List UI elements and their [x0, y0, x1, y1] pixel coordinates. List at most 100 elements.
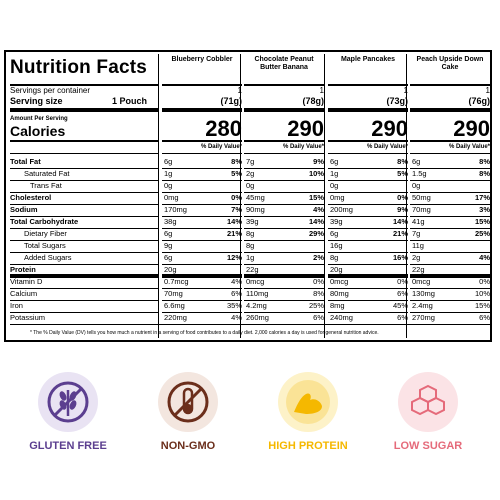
badge-circle	[398, 372, 458, 432]
divider	[244, 140, 324, 142]
badge-circle	[158, 372, 218, 432]
nutrient-amount: 7g	[246, 157, 255, 166]
row-divider	[244, 204, 324, 205]
row-divider	[244, 264, 324, 265]
nutrient-daily-value: 6%	[397, 313, 408, 322]
nutrient-label: Total Carbohydrate	[10, 217, 79, 226]
nutrient-label: Potassium	[10, 313, 46, 322]
wheat-crossed-icon	[42, 376, 94, 428]
product-servings: 1	[328, 87, 408, 95]
panel-title: Nutrition Facts	[10, 57, 148, 78]
divider	[328, 108, 408, 112]
nutrient-daily-value: 0%	[231, 193, 242, 202]
row-divider	[162, 300, 242, 301]
footnote: * The % Daily Value (DV) tells you how m…	[30, 330, 379, 336]
row-divider	[10, 312, 158, 313]
nutrient-daily-value: 0%	[397, 277, 408, 286]
servings-label: Servings per container	[10, 86, 91, 95]
product-servings: 1	[485, 86, 490, 95]
product-name: Peach Upside Down Cake	[416, 56, 484, 71]
nutrient-amount: 16g	[330, 241, 343, 250]
product-servings: 1	[319, 86, 324, 95]
nutrient-daily-value: 21%	[226, 229, 242, 238]
nutrient-amount: 38g	[164, 217, 177, 226]
row-divider	[410, 168, 490, 169]
nutrient-amount: 2g	[412, 253, 421, 262]
divider	[10, 108, 158, 112]
nutrient-amount: 0mg	[330, 193, 345, 202]
nutrient-amount: 0mg	[164, 193, 179, 202]
row-divider	[328, 204, 408, 205]
nutrient-daily-value: 25%	[308, 301, 324, 310]
row-divider	[328, 228, 408, 229]
row-divider	[410, 204, 490, 205]
divider	[162, 140, 242, 142]
daily-value-header: % Daily Value*	[366, 144, 408, 150]
row-divider	[328, 312, 408, 313]
nutrient-amount: 0g	[164, 181, 173, 190]
nutrient-daily-value: 29%	[308, 229, 324, 238]
divider	[328, 153, 408, 154]
column-divider	[406, 54, 407, 338]
row-divider	[244, 274, 324, 278]
serving-size-label: Serving size	[10, 96, 63, 106]
product-serving-size: (71g)	[220, 96, 242, 106]
nutrient-label: Total Sugars	[24, 241, 66, 250]
nutrient-amount: 8mg	[330, 301, 345, 310]
nutrient-amount: 39g	[246, 217, 259, 226]
row-divider	[244, 252, 324, 253]
nutrient-amount: 6g	[164, 229, 173, 238]
badge-label: HIGH PROTEIN	[268, 440, 348, 452]
row-divider	[162, 312, 242, 313]
nutrient-daily-value: 8%	[231, 157, 242, 166]
nutrient-daily-value: 15%	[474, 301, 490, 310]
product-serving-size: (73g)	[386, 96, 408, 106]
row-divider	[328, 168, 408, 169]
nutrient-daily-value: 10%	[308, 169, 324, 178]
row-divider	[410, 180, 490, 181]
nutrient-daily-value: 14%	[392, 217, 408, 226]
divider	[410, 84, 490, 86]
row-divider	[410, 240, 490, 241]
row-divider	[328, 180, 408, 181]
nutrient-amount: 130mg	[412, 289, 435, 298]
nutrient-amount: 7g	[412, 229, 421, 238]
row-divider	[244, 180, 324, 181]
row-divider	[162, 252, 242, 253]
divider	[10, 153, 158, 154]
product-calories: 290	[371, 116, 408, 141]
nutrient-amount: 220mg	[164, 313, 187, 322]
row-divider	[162, 240, 242, 241]
row-divider	[410, 228, 490, 229]
row-divider	[10, 252, 158, 253]
row-divider	[162, 274, 242, 278]
nutrient-amount: 240mg	[330, 313, 353, 322]
row-divider	[328, 216, 408, 217]
test-tube-crossed-icon	[162, 376, 214, 428]
row-divider	[10, 264, 158, 265]
divider	[162, 108, 242, 112]
nutrient-amount: 9g	[164, 241, 173, 250]
product-name: Blueberry Cobbler	[171, 56, 233, 63]
nutrient-daily-value: 4%	[231, 277, 242, 286]
row-divider	[328, 192, 408, 193]
row-divider	[162, 168, 242, 169]
product-name: Maple Pancakes	[340, 56, 396, 63]
product-calories: 290	[287, 116, 324, 141]
nutrient-amount: 70mg	[164, 289, 183, 298]
nutrient-daily-value: 10%	[474, 289, 490, 298]
row-divider	[162, 228, 242, 229]
nutrient-daily-value: 17%	[474, 193, 490, 202]
product-servings: 1	[162, 87, 242, 95]
nutrient-label: Saturated Fat	[24, 169, 70, 178]
nutrient-amount: 0g	[412, 181, 421, 190]
row-divider	[162, 264, 242, 265]
nutrient-daily-value: 8%	[479, 157, 490, 166]
row-divider	[244, 192, 324, 193]
nutrient-amount: 170mg	[164, 205, 187, 214]
nutrient-amount: 2g	[246, 169, 255, 178]
nutrient-daily-value: 35%	[226, 301, 242, 310]
nutrient-amount: 80mg	[330, 289, 349, 298]
serving-size-value: 1 Pouch	[112, 96, 148, 106]
row-divider	[410, 300, 490, 301]
